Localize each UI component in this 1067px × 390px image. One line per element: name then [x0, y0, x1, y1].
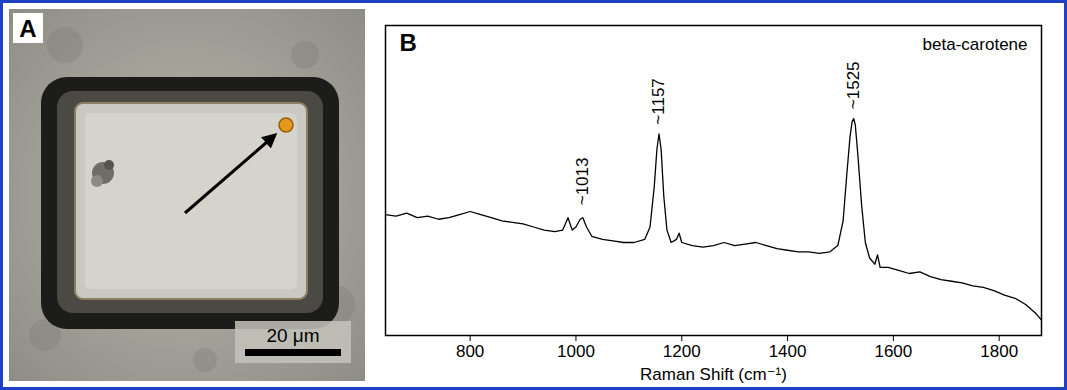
svg-text:beta-carotene: beta-carotene [923, 35, 1028, 54]
svg-text:1400: 1400 [769, 342, 807, 361]
svg-text:800: 800 [456, 342, 484, 361]
svg-text:B: B [400, 29, 417, 56]
svg-text:1800: 1800 [980, 342, 1018, 361]
svg-text:A: A [19, 15, 36, 42]
svg-text:Raman Shift (cm⁻¹): Raman Shift (cm⁻¹) [640, 365, 787, 384]
svg-text:1600: 1600 [874, 342, 912, 361]
svg-text:1200: 1200 [663, 342, 701, 361]
svg-text:~1157: ~1157 [649, 78, 668, 124]
svg-text:~1525: ~1525 [844, 61, 863, 109]
svg-text:1000: 1000 [557, 342, 595, 361]
svg-text:~1013: ~1013 [573, 158, 592, 206]
svg-text:20 μm: 20 μm [266, 325, 319, 346]
